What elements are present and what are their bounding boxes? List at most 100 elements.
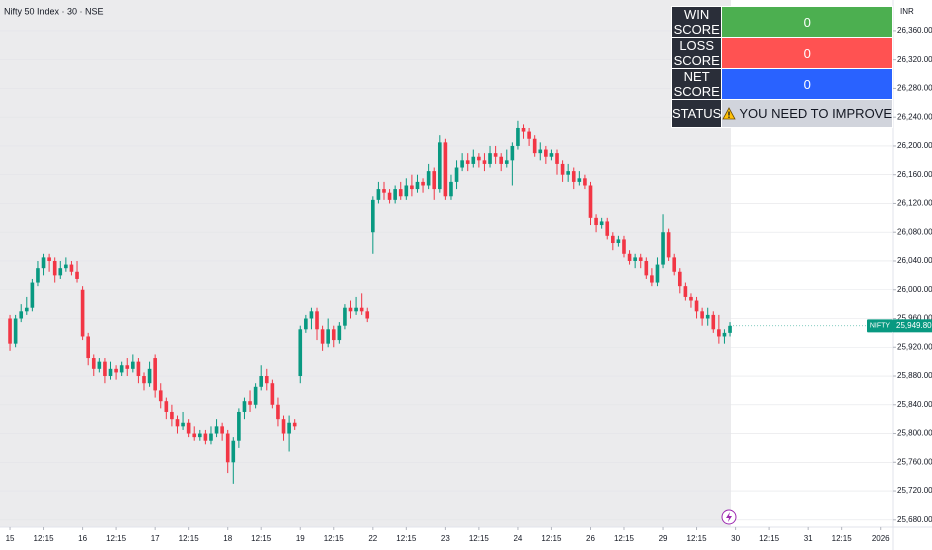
candle-body <box>555 153 559 164</box>
candle-body <box>599 221 604 226</box>
candle-body <box>158 390 163 402</box>
icon-bolt[interactable] <box>726 512 732 522</box>
candle-body <box>147 368 152 384</box>
candle-body <box>583 178 587 186</box>
candle-body <box>315 311 319 330</box>
candle-body <box>24 307 29 312</box>
row-value: 0 <box>721 37 894 69</box>
candle-body <box>650 275 654 283</box>
x-tick-label: 12:15 <box>179 534 200 543</box>
candle-body <box>231 440 236 463</box>
x-tick-label: 12:15 <box>541 534 562 543</box>
candle-body <box>343 307 347 326</box>
candle-body <box>722 332 727 337</box>
candle-body <box>13 318 18 344</box>
score-table: WIN SCORE 0 LOSS SCORE 0 NET SCORE 0 STA… <box>670 6 894 128</box>
y-tick-label: 26,120.00 <box>897 199 932 208</box>
x-tick-label: 15 <box>6 534 15 543</box>
y-tick-label: 25,920.00 <box>897 342 932 351</box>
candle-body <box>108 368 113 377</box>
candle-body <box>454 167 459 182</box>
candle-body <box>270 383 275 405</box>
candle-body <box>488 153 492 164</box>
x-tick-label: 12:15 <box>469 534 490 543</box>
candle-body <box>571 171 576 182</box>
candle-body <box>30 282 35 308</box>
y-tick-label: 26,320.00 <box>897 55 932 64</box>
candle-body <box>136 361 141 377</box>
candle-body <box>638 257 643 261</box>
candle-body <box>41 257 46 269</box>
candle-body <box>170 411 174 420</box>
x-tick-label: 16 <box>78 534 87 543</box>
candle-body <box>114 368 118 373</box>
candle-body <box>404 185 409 197</box>
x-tick-label: 24 <box>513 534 522 543</box>
y-tick-label: 25,800.00 <box>897 429 932 438</box>
candle-body <box>97 361 102 369</box>
candle-body <box>504 160 509 164</box>
y-tick-label: 25,680.00 <box>897 515 932 524</box>
candle-body <box>460 160 464 168</box>
y-tick-label: 26,000.00 <box>897 285 932 294</box>
y-tick-label: 25,840.00 <box>897 400 932 409</box>
candle-body <box>666 232 671 258</box>
candle-body <box>304 318 308 330</box>
x-tick-label: 12:15 <box>759 534 780 543</box>
candle-body <box>371 199 375 233</box>
candle-body <box>348 307 353 312</box>
history-background <box>0 0 731 527</box>
candle-body <box>393 189 397 200</box>
x-tick-label: 12:15 <box>687 534 708 543</box>
candle-body <box>8 318 12 344</box>
candle-body <box>75 271 79 279</box>
x-tick-label: 12:15 <box>832 534 853 543</box>
candle-body <box>253 386 258 405</box>
candle-body <box>443 142 448 197</box>
candle-body <box>225 433 230 463</box>
replay-icon[interactable] <box>721 509 737 525</box>
candle-body <box>560 163 565 175</box>
candle-body <box>705 314 710 319</box>
warning-dot <box>728 116 731 118</box>
candle-body <box>331 329 336 341</box>
candle-body <box>611 235 615 244</box>
candle-body <box>465 160 470 164</box>
y-tick-label: 26,160.00 <box>897 170 932 179</box>
x-tick-label: 12:15 <box>106 534 127 543</box>
candle-body <box>432 171 437 190</box>
candle-body <box>164 401 169 412</box>
candle-body <box>633 257 637 261</box>
candle-body <box>672 257 677 272</box>
x-tick-label: 26 <box>586 534 595 543</box>
candle-body <box>292 422 297 427</box>
table-row: STATUS YOU NEED TO IMPROVE <box>670 99 894 128</box>
candle-body <box>516 127 520 146</box>
candle-body <box>259 376 264 387</box>
candle-body <box>387 192 392 200</box>
candle-body <box>281 419 286 434</box>
candle-body <box>91 358 96 369</box>
candle-body <box>471 156 476 164</box>
warning-bar <box>728 111 731 116</box>
x-tick-label: 12:15 <box>251 534 272 543</box>
candle-body <box>661 232 665 265</box>
table-row: LOSS SCORE 0 <box>670 37 894 69</box>
candle-body <box>298 329 303 377</box>
x-tick-label: 12:15 <box>34 534 55 543</box>
candle-body <box>119 365 124 373</box>
candle-body <box>655 264 660 283</box>
row-label: NET SCORE <box>670 68 723 100</box>
y-tick-label: 25,760.00 <box>897 457 932 466</box>
candle-body <box>203 433 208 441</box>
row-label: STATUS <box>670 99 723 128</box>
candle-body <box>125 365 130 369</box>
candle-body <box>86 336 90 359</box>
chart-title: Nifty 50 Index · 30 · NSE <box>4 6 104 16</box>
candle-body <box>214 426 219 434</box>
candle-body <box>622 239 626 254</box>
candle-body <box>717 329 721 337</box>
candle-body <box>437 142 442 190</box>
candle-body <box>197 433 202 438</box>
